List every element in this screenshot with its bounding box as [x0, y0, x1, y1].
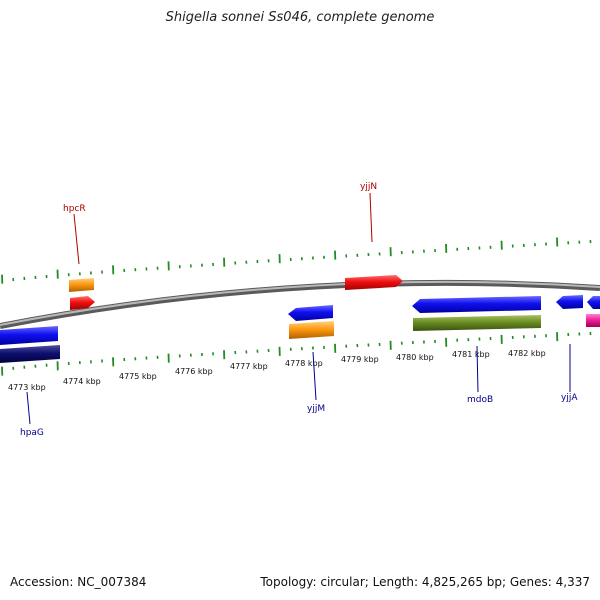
gene-reverse-pink[interactable] [586, 314, 600, 327]
gene-reverse-orange[interactable] [289, 321, 334, 339]
tick-label: 4779 kbp [341, 355, 379, 364]
genome-summary-text: Topology: circular; Length: 4,825,265 bp… [260, 575, 590, 589]
tick-label: 4778 kbp [285, 359, 323, 368]
gene-reverse-blue-edge[interactable] [587, 296, 600, 309]
gene-label-hpaG[interactable]: hpaG [20, 428, 44, 438]
tick-labels: 4773 kbp 4774 kbp 4775 kbp 4776 kbp 4777… [8, 349, 546, 392]
reverse-genes [0, 295, 600, 363]
genome-title: Shigella sonnei Ss046, complete genome [165, 10, 435, 25]
gene-reverse-blue-yjjA[interactable] [556, 295, 583, 309]
tick-label: 4774 kbp [63, 377, 101, 386]
tick-label: 4775 kbp [119, 372, 157, 381]
gene-label-hpcR[interactable]: hpcR [63, 204, 86, 214]
tick-label: 4773 kbp [8, 383, 46, 392]
gene-label-mdoB[interactable]: mdoB [467, 395, 493, 405]
genome-backbone [0, 279, 600, 329]
gene-forward-red-hpcR[interactable] [70, 296, 95, 310]
label-leaders [26, 192, 571, 425]
gene-reverse-navy[interactable] [0, 345, 60, 363]
gene-reverse-blue-mdoB[interactable] [412, 296, 541, 313]
gene-reverse-blue-yjjM[interactable] [288, 305, 333, 321]
tick-label: 4777 kbp [230, 362, 268, 371]
tick-label: 4782 kbp [508, 349, 546, 358]
tick-label: 4781 kbp [452, 350, 490, 359]
gene-label-yjjN[interactable]: yjjN [360, 182, 377, 192]
forward-genes [69, 275, 403, 310]
gene-label-yjjM[interactable]: yjjM [307, 404, 325, 414]
tick-label: 4776 kbp [175, 367, 213, 376]
genome-backbone-highlight [0, 280, 600, 326]
gene-reverse-blue-hpaG[interactable] [0, 326, 58, 345]
tick-label: 4780 kbp [396, 353, 434, 362]
upper-scale-ticks [1, 237, 592, 284]
gene-forward-orange[interactable] [69, 278, 94, 292]
gene-forward-red-yjjN[interactable] [345, 275, 403, 290]
accession-text: Accession: NC_007384 [10, 575, 147, 589]
gene-label-yjjA[interactable]: yjjA [561, 393, 578, 403]
gene-labels: hpcR yjjN hpaG yjjM mdoB yjjA [20, 182, 578, 438]
lower-scale-ticks [1, 331, 592, 376]
gene-reverse-olive[interactable] [413, 315, 541, 331]
